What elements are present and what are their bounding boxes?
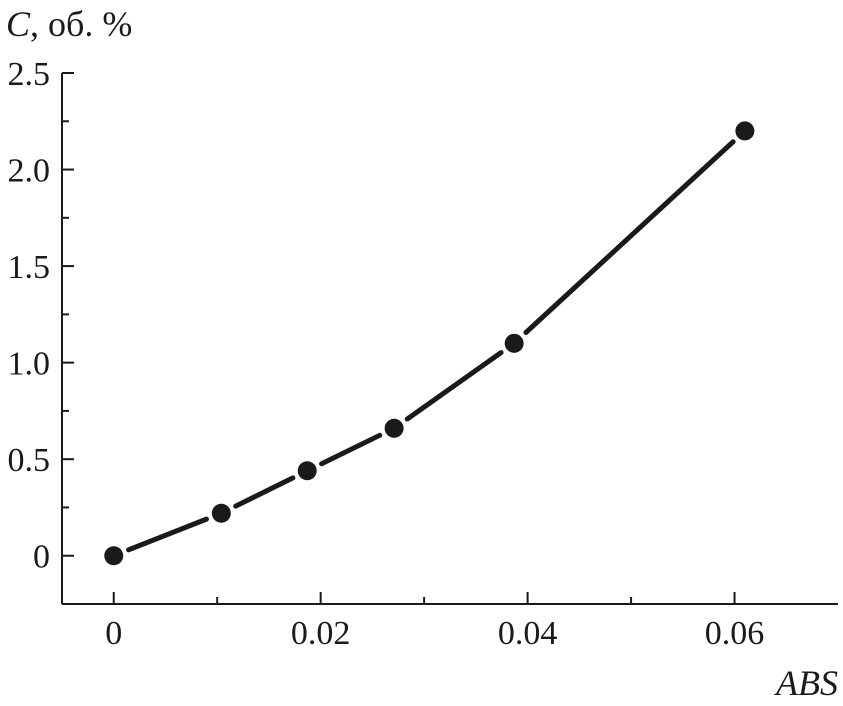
data-point (735, 121, 755, 141)
series-line-segment (319, 432, 383, 467)
y-axis-variable: C (6, 4, 31, 44)
y-axis-unit: , об. % (30, 4, 132, 44)
y-tick-label: 2.0 (8, 153, 51, 190)
axes: 0 0.5 1.0 1.5 2.0 2.5 0 0.02 0.04 0.06 (8, 56, 838, 652)
data-point (104, 546, 124, 566)
data-point (384, 418, 404, 438)
y-tick-label: 0.5 (8, 442, 51, 479)
series-line-segment (126, 516, 209, 553)
y-axis-title: C, об. % (6, 4, 132, 44)
x-tick-label: 0.02 (291, 615, 351, 652)
x-tick-label: 0 (105, 615, 122, 652)
y-tick-label: 2.5 (8, 56, 51, 93)
data-series (104, 121, 755, 566)
data-point (211, 503, 231, 523)
series-line-segment (233, 475, 296, 509)
x-axis-title: ABS (774, 663, 838, 703)
y-tick-label: 1.0 (8, 346, 51, 383)
y-tick-label: 0 (33, 539, 50, 576)
series-line-segment (523, 139, 736, 335)
y-tick-label: 1.5 (8, 249, 51, 286)
x-tick-label: 0.04 (498, 615, 558, 652)
x-tick-label: 0.06 (705, 615, 765, 652)
data-point (504, 333, 524, 353)
series-line-segment (404, 350, 504, 422)
data-point (297, 461, 317, 481)
